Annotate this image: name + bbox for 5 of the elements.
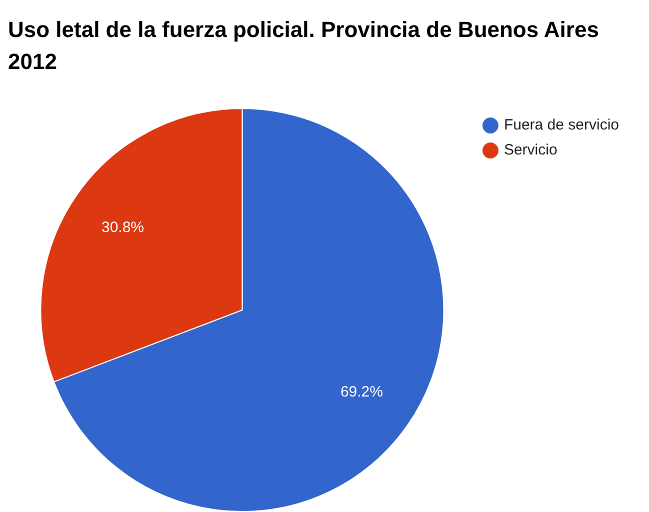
data-label: 69.2% bbox=[340, 383, 383, 400]
data-label: 30.8% bbox=[101, 218, 144, 236]
legend-label: Servicio bbox=[504, 142, 558, 159]
legend-label: Fuera de servicio bbox=[504, 116, 620, 134]
chart-title: Uso letal de la fuerza policial. Provincia de Buenos Aires 2012 bbox=[8, 16, 600, 76]
